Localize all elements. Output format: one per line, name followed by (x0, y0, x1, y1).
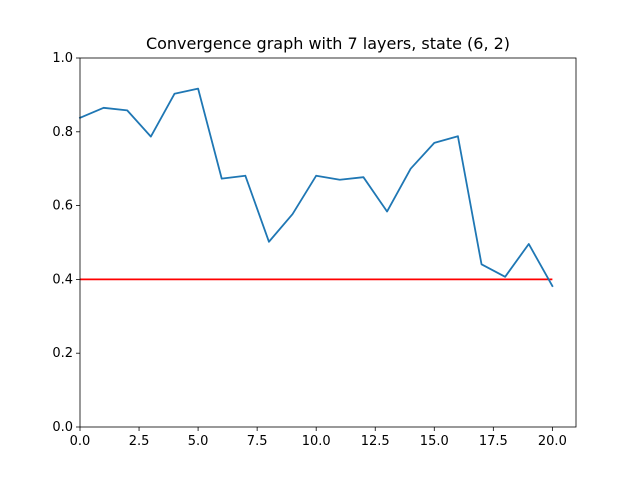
x-tick-label-5: 12.5 (361, 434, 390, 449)
plot-border (79, 57, 577, 428)
y-tick-label-3: 0.6 (52, 199, 73, 214)
x-tick-label-8: 20.0 (538, 434, 567, 449)
y-tick-label-5: 1.0 (52, 51, 73, 66)
plot-area: 0.0 2.5 5.0 7.5 10.0 12.5 15.0 17.5 20.0 0.00.20… (52, 51, 577, 449)
y-axis: 0.0 0.2 0.4 0.6 0.8 1.0 (52, 51, 80, 435)
plot-background (80, 58, 576, 427)
chart-title: Convergence graph with 7 layers, state (… (146, 34, 510, 53)
y-tick-label-4: 0.8 (52, 125, 73, 140)
y-tick-label-1: 0.2 (52, 346, 73, 361)
x-tick-label-0: 0.0 (70, 434, 91, 449)
x-tick-label-1: 2.5 (129, 434, 150, 449)
y-tick-label-0: 0.0 (52, 420, 73, 435)
x-tick-label-4: 10.0 (302, 434, 331, 449)
x-tick-label-6: 15.0 (420, 434, 449, 449)
series-line-0 (78, 87, 554, 288)
x-tick-label-2: 5.0 (188, 434, 209, 449)
x-axis: 0.0 2.5 5.0 7.5 10.0 12.5 15.0 17.5 20.0 (70, 427, 567, 449)
x-tick-label-7: 17.5 (479, 434, 508, 449)
y-tick-label-2: 0.4 (52, 272, 73, 287)
series-layer (78, 87, 554, 288)
plot-frame (79, 57, 577, 428)
x-tick-label-3: 7.5 (247, 434, 268, 449)
